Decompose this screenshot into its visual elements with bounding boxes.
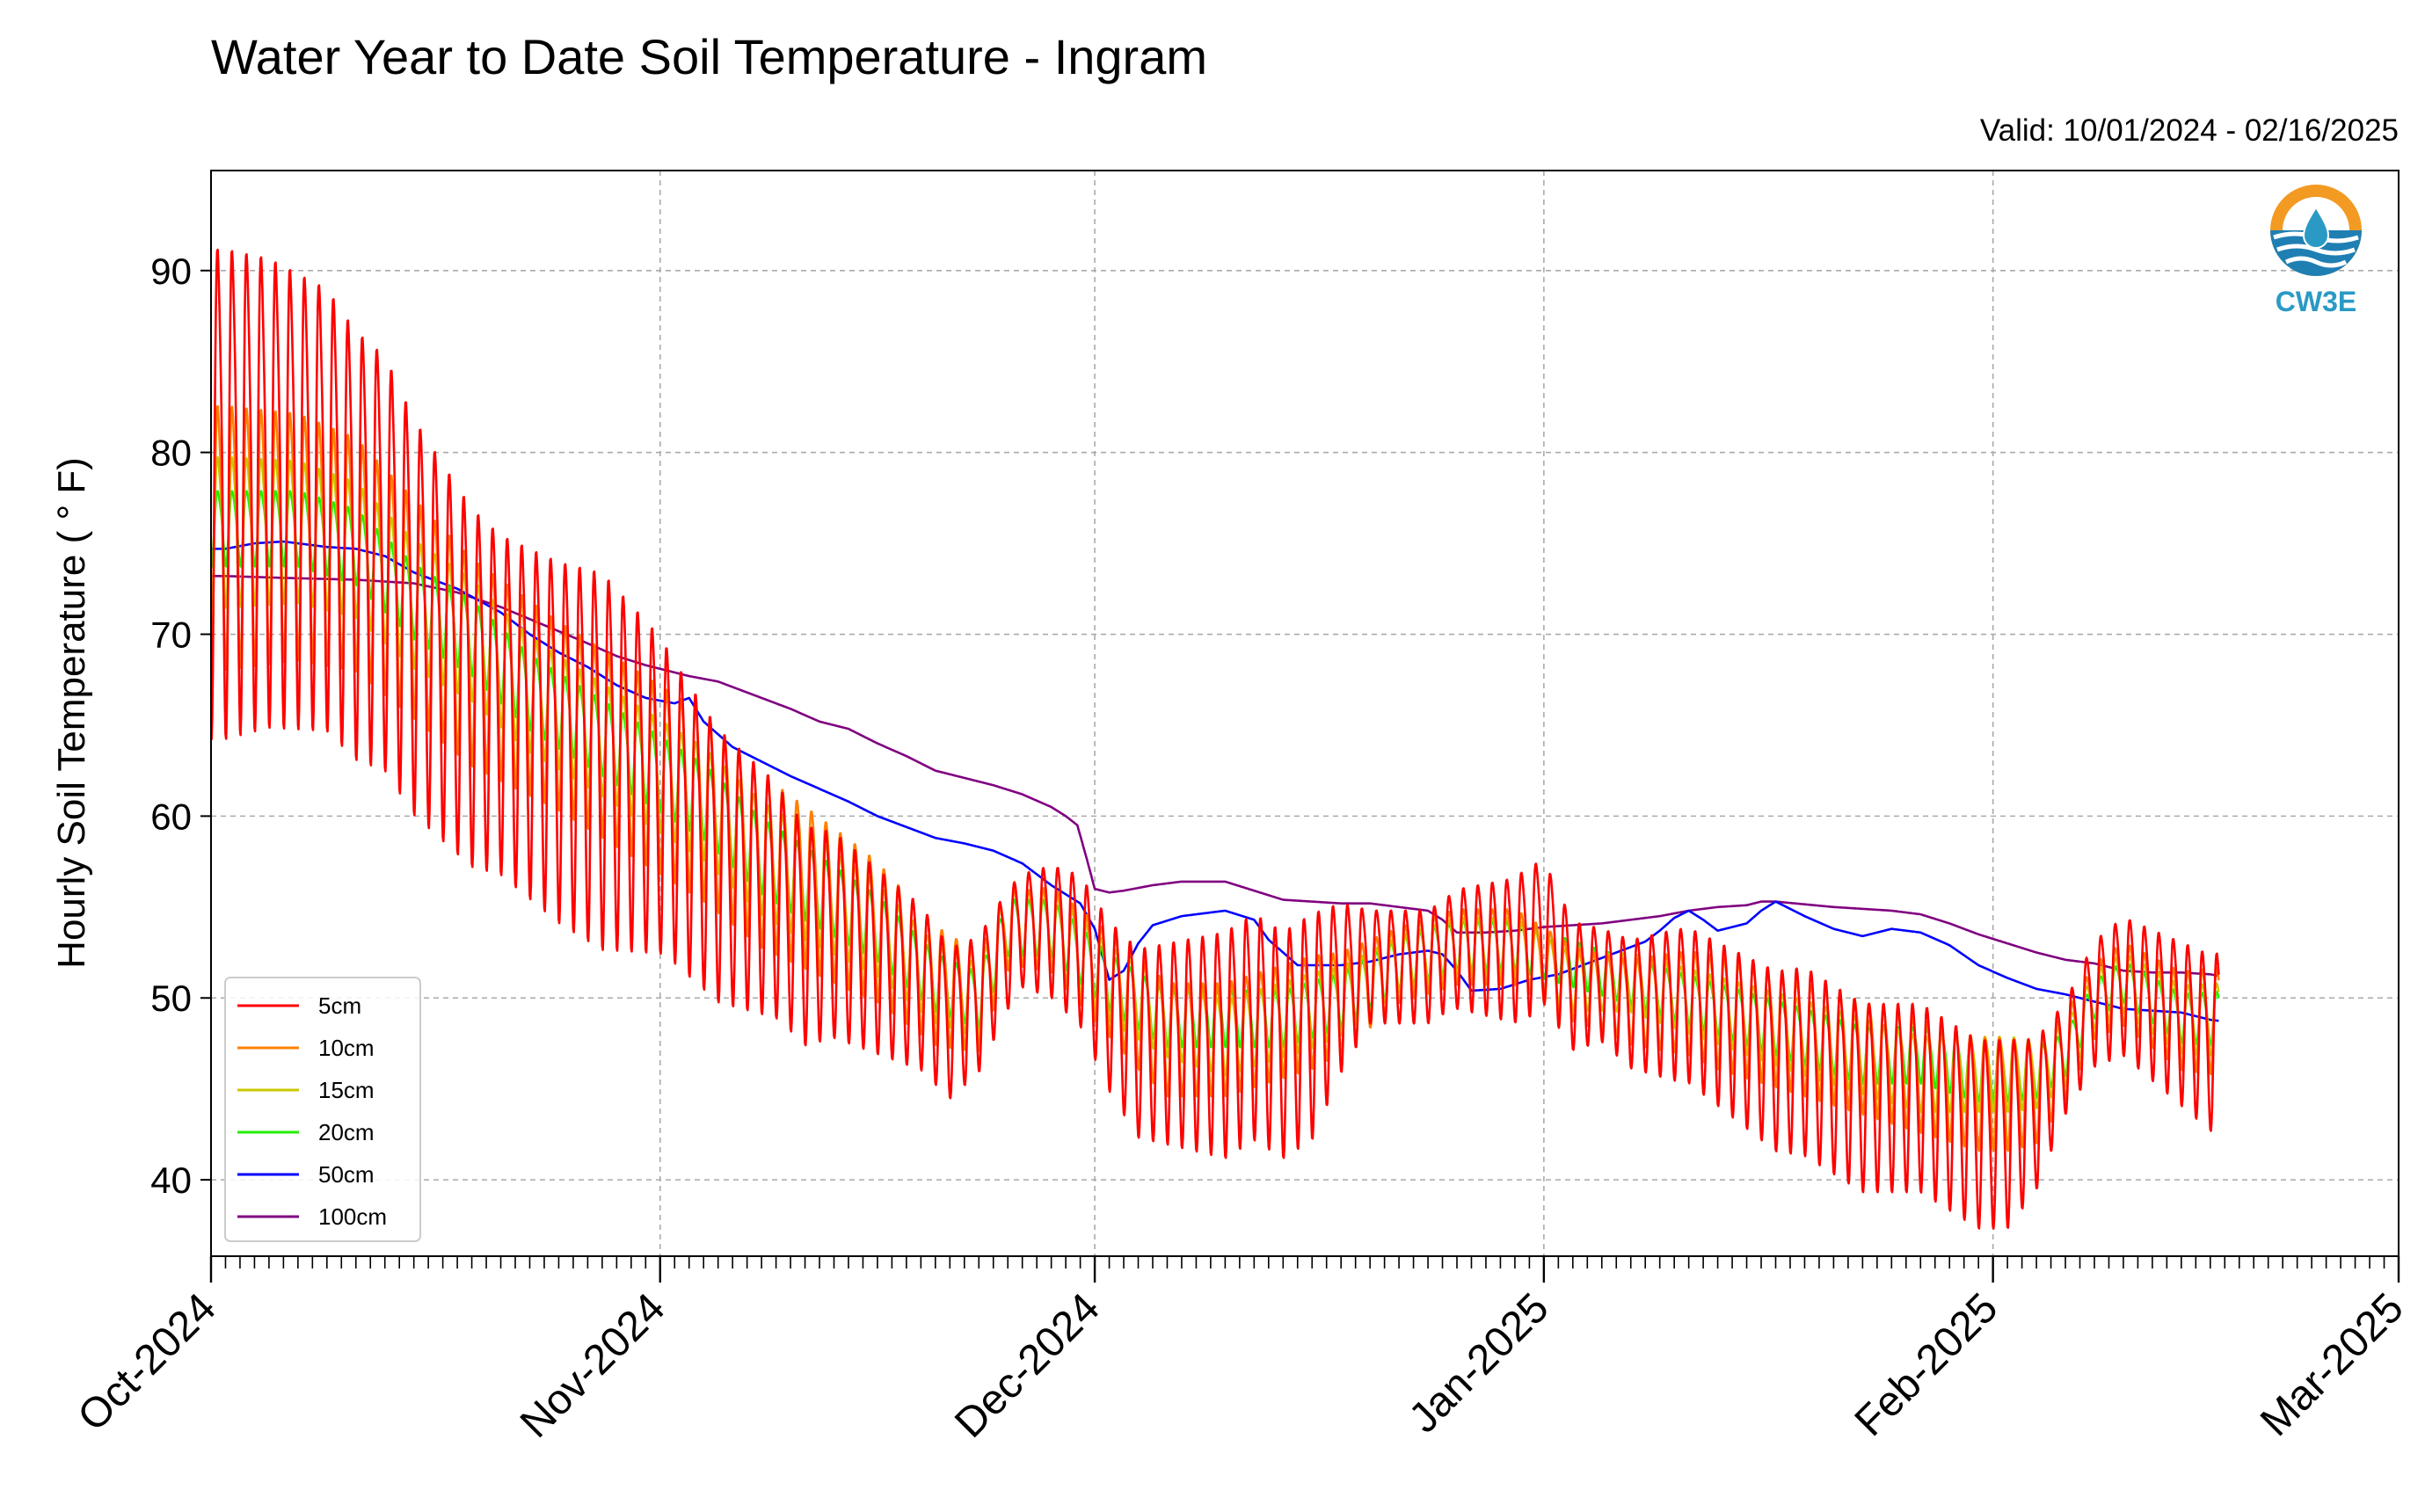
y-tick-label: 60: [150, 796, 192, 837]
y-axis-label: Hourly Soil Temperature ( ° F): [50, 457, 93, 969]
legend: 5cm 10cm 15cm 20cm 50cm 100cm: [224, 977, 421, 1242]
y-tick-label: 50: [150, 978, 192, 1019]
legend-entry: 50cm: [318, 1161, 375, 1188]
y-axis-tick-labels: 40 50 60 70 80 90: [150, 251, 192, 1201]
logo-text: CW3E: [2276, 286, 2356, 317]
legend-entry: 10cm: [318, 1035, 375, 1061]
chart-title: Water Year to Date Soil Temperature - In…: [211, 29, 1207, 84]
legend-entry: 15cm: [318, 1077, 375, 1103]
series-lines: [211, 248, 2220, 1230]
cw3e-logo: CW3E: [2270, 185, 2362, 317]
legend-entry: 100cm: [318, 1203, 387, 1230]
y-tick-label: 70: [150, 614, 192, 656]
legend-entry: 5cm: [318, 992, 361, 1019]
plot-frame: [210, 170, 2400, 1257]
series-line-5cm: [211, 248, 2220, 1230]
y-tick-label: 90: [150, 251, 192, 292]
legend-entry: 20cm: [318, 1119, 375, 1145]
axis-ticks: [200, 269, 2400, 1283]
valid-date-range: Valid: 10/01/2024 - 02/16/2025: [1980, 113, 2399, 148]
y-tick-label: 80: [150, 433, 192, 474]
y-tick-label: 40: [150, 1159, 192, 1201]
series-line-100cm: [211, 575, 2219, 978]
series-line-50cm: [211, 540, 2219, 1022]
